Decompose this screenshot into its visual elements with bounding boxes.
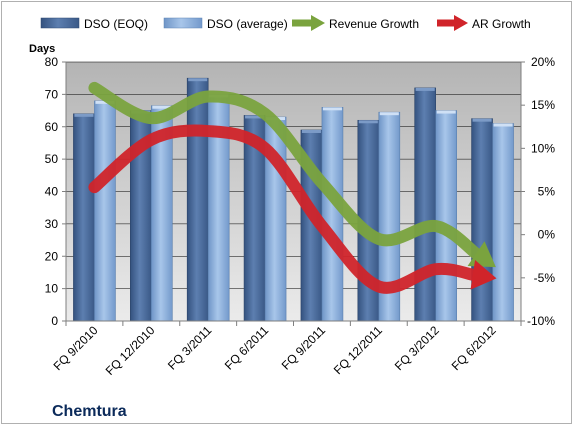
legend: DSO (EOQ) DSO (average) Revenue Growth A… — [40, 15, 531, 31]
bar-cap — [245, 115, 265, 119]
bar-dso-eoq — [414, 87, 436, 322]
bar-cap — [322, 107, 342, 111]
legend-label: AR Growth — [472, 17, 531, 31]
x-tick-label: FQ 6/2011 — [222, 323, 272, 373]
bar-cap — [74, 113, 94, 117]
legend-item-dso-average: DSO (average) — [163, 17, 288, 31]
y-tick-label: 0 — [51, 314, 58, 328]
ar-growth-line — [88, 124, 480, 294]
y2-tick-label: 20% — [531, 55, 555, 69]
y-tick-label: 60 — [45, 120, 59, 134]
bar-cap — [358, 120, 378, 124]
y-tick-label: 70 — [45, 87, 59, 101]
bar-dso-average — [492, 123, 514, 322]
bar-dso-average — [94, 100, 116, 322]
y-tick-label: 10 — [45, 282, 59, 296]
x-tick-label: FQ 9/2010 — [51, 323, 101, 373]
legend-label: Revenue Growth — [329, 17, 419, 31]
y2-tick-label: 5% — [538, 185, 556, 199]
bar-cap — [188, 78, 208, 82]
company-name: Chemtura — [52, 403, 127, 420]
x-tick-label: FQ 12/2011 — [331, 323, 385, 377]
bar-cap — [379, 112, 399, 116]
bar-cap — [95, 100, 115, 104]
legend-item-revenue-growth: Revenue Growth — [292, 15, 419, 31]
y-tick-label: 50 — [45, 152, 59, 166]
bar-cap — [301, 129, 321, 133]
y2-tick-label: 10% — [531, 141, 555, 155]
y-tick-label: 80 — [45, 55, 59, 69]
revenue-growth-line — [88, 81, 483, 261]
x-tick-label: FQ 9/2011 — [279, 323, 329, 373]
x-tick-label: FQ 3/2011 — [165, 323, 215, 373]
bar-dso-eoq — [73, 113, 95, 322]
y2-tick-label: 0% — [538, 228, 556, 242]
x-tick-label: FQ 3/2012 — [392, 323, 442, 373]
legend-label: DSO (EOQ) — [84, 17, 148, 31]
legend-label: DSO (average) — [207, 17, 288, 31]
bars-group — [73, 77, 514, 322]
growth-lines-group — [88, 81, 497, 294]
x-tick-label: FQ 12/2010 — [103, 323, 158, 378]
bar-cap — [152, 105, 172, 109]
bar-cap — [493, 123, 513, 127]
bar-dso-average — [321, 107, 344, 322]
legend-item-dso-eoq: DSO (EOQ) — [40, 17, 148, 31]
y-axis-label: Days — [29, 43, 55, 55]
revenue-growth-line-arrowhead — [467, 241, 496, 268]
y-tick-label: 30 — [45, 217, 59, 231]
y2-tick-label: -10% — [527, 314, 555, 328]
y-tick-label: 20 — [45, 249, 59, 263]
bar-dso-eoq — [186, 77, 209, 322]
bar-dso-eoq — [471, 118, 493, 322]
ar-growth-line-arrowhead — [470, 260, 497, 290]
y-tick-label: 40 — [45, 185, 59, 199]
y2-tick-label: -5% — [534, 271, 556, 285]
bar-cap — [415, 87, 435, 91]
legend-item-ar-growth: AR Growth — [437, 15, 531, 31]
bar-cap — [436, 110, 456, 114]
x-tick-label: FQ 6/2012 — [449, 323, 499, 373]
bar-cap — [472, 118, 492, 122]
bar-dso-average — [435, 110, 457, 322]
y2-tick-label: 15% — [531, 98, 555, 112]
